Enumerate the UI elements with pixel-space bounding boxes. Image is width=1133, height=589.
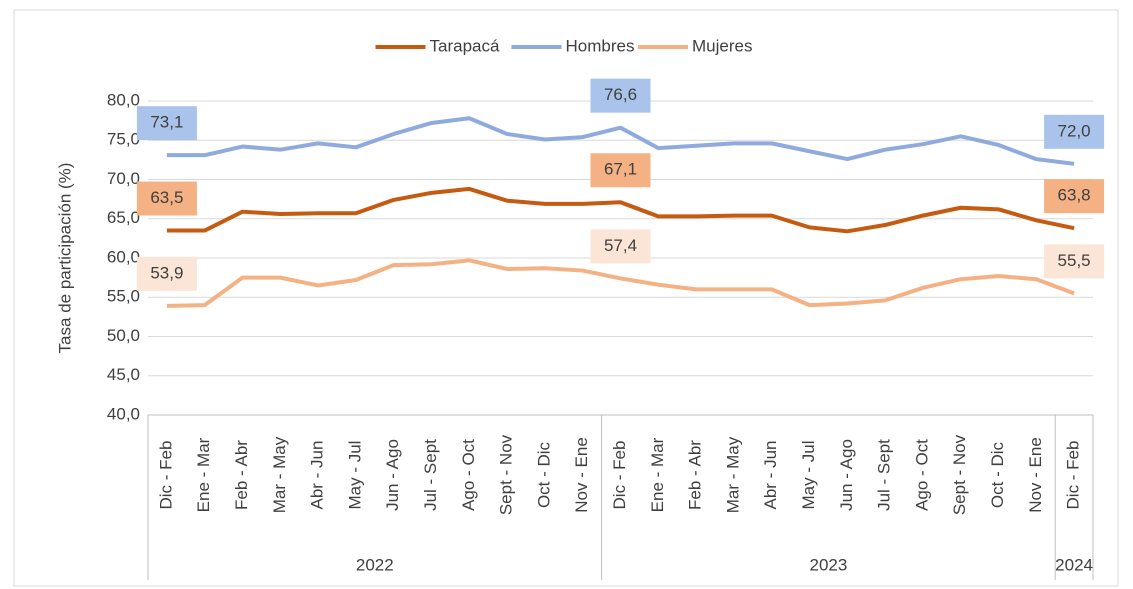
y-tick-label: 80,0	[107, 90, 140, 109]
x-tick-label: Abr - Jun	[308, 441, 327, 510]
x-tick-label: Feb - Abr	[232, 440, 251, 510]
legend-label: Hombres	[566, 36, 635, 55]
y-tick-label: 40,0	[107, 404, 140, 423]
x-tick-label: May - Jul	[799, 441, 818, 510]
x-tick-label: Ene - Mar	[648, 437, 667, 512]
data-label-box	[136, 106, 197, 141]
x-tick-label: Ene - Mar	[194, 437, 213, 512]
y-tick-label: 75,0	[107, 130, 140, 149]
x-tick-label: Jul - Sept	[875, 439, 894, 511]
data-label: 72,0	[1058, 121, 1091, 140]
x-tick-label: Sept - Nov	[950, 434, 969, 515]
y-tick-label: 60,0	[107, 247, 140, 266]
x-tick-label: Jun - Ago	[837, 439, 856, 511]
y-tick-label: 55,0	[107, 287, 140, 306]
x-tick-label: Mar - May	[723, 436, 742, 513]
series-line	[166, 186, 1075, 234]
data-label-box	[590, 153, 651, 188]
data-label: 63,8	[1058, 186, 1091, 205]
group-label: 2022	[356, 555, 394, 574]
x-tick-label: Jun - Ago	[383, 439, 402, 511]
x-tick-label: Nov - Ene	[572, 437, 591, 513]
x-tick-label: May - Jul	[345, 441, 364, 510]
x-tick-label: Jul - Sept	[421, 439, 440, 511]
data-label: 63,5	[150, 188, 183, 207]
y-axis-label: Tasa de participación (%)	[55, 163, 74, 354]
data-label-box	[136, 181, 197, 216]
data-label: 55,5	[1058, 251, 1091, 270]
data-label: 57,4	[604, 236, 637, 255]
data-label: 67,1	[604, 160, 637, 179]
data-label: 73,1	[150, 113, 183, 132]
x-tick-label: Oct - Dic	[988, 441, 1007, 508]
y-tick-label: 45,0	[107, 365, 140, 384]
y-tick-label: 65,0	[107, 208, 140, 227]
x-tick-label: Ago - Oct	[459, 439, 478, 511]
x-tick-label: Dic - Feb	[610, 441, 629, 510]
group-label: 2024	[1055, 555, 1093, 574]
data-label-box	[590, 78, 651, 113]
x-tick-label: Abr - Jun	[761, 441, 780, 510]
x-tick-label: Oct - Dic	[534, 441, 553, 508]
data-label-box	[1044, 244, 1105, 279]
data-label-box	[590, 229, 651, 264]
legend-label: Tarapacá	[430, 36, 500, 55]
x-tick-label: Sept - Nov	[497, 434, 516, 515]
chart-frame	[13, 9, 1119, 587]
x-tick-label: Dic - Feb	[156, 441, 175, 510]
series-line	[166, 258, 1075, 308]
x-tick-label: Dic - Feb	[1064, 441, 1083, 510]
y-tick-label: 50,0	[107, 326, 140, 345]
series-line	[166, 116, 1075, 166]
data-label-box	[1044, 114, 1105, 149]
legend-label: Mujeres	[692, 36, 752, 55]
y-tick-label: 70,0	[107, 169, 140, 188]
data-label: 53,9	[150, 263, 183, 282]
x-tick-label: Feb - Abr	[686, 440, 705, 510]
x-tick-label: Mar - May	[270, 436, 289, 513]
x-tick-label: Ago - Oct	[912, 439, 931, 511]
data-label-box	[136, 256, 197, 291]
data-label: 76,6	[604, 85, 637, 104]
group-label: 2023	[809, 555, 847, 574]
data-label-box	[1044, 179, 1105, 214]
x-tick-label: Nov - Ene	[1026, 437, 1045, 513]
